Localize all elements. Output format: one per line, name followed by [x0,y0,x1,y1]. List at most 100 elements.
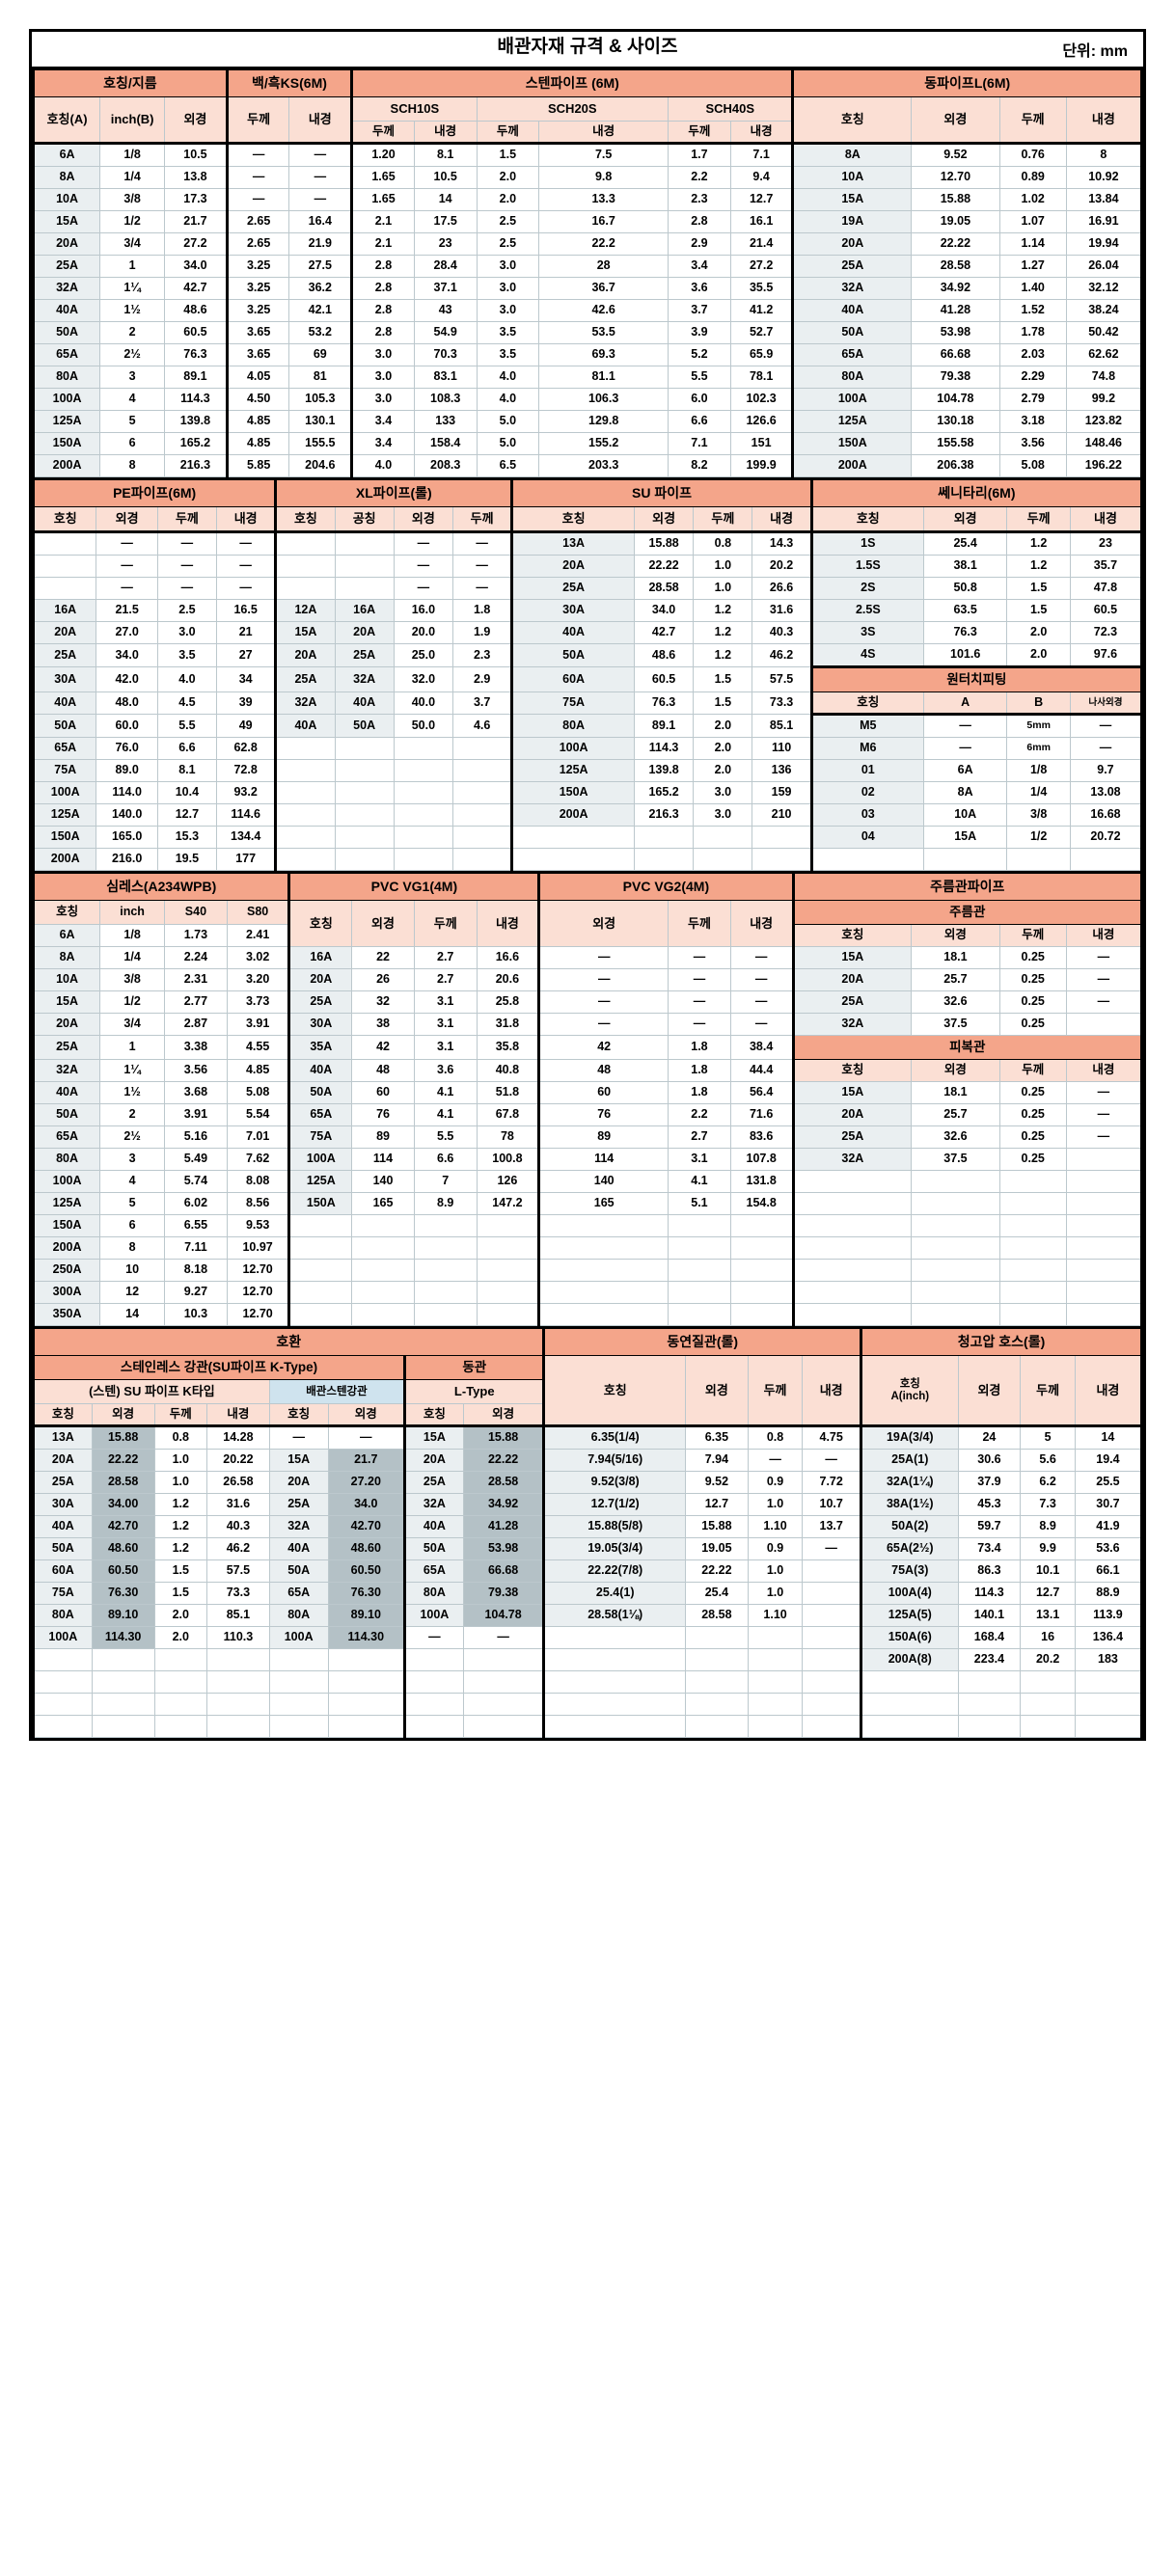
cell-ot-nominal: 03 [809,803,924,827]
col-vg1-id: 내경 [476,900,540,947]
cell-vg1-id: 20.6 [476,968,540,991]
cell-su-id: 136 [751,759,812,782]
cell-hose-id: 19.4 [1074,1449,1144,1472]
col-b4su-od: 외경 [91,1403,155,1426]
cell-su-id [751,826,812,849]
cell-dy-id [802,1559,862,1583]
cell-sch40s-thickness: 5.5 [668,366,731,389]
cell-empty [998,1170,1067,1193]
table-row: 10A 3/8 2.31 3.20 20A 26 2.7 20.6— — —20A 25.7 0.25… [31,968,1144,991]
cell-b4su-thickness [153,1648,207,1671]
cell-pe-id: — [216,530,277,556]
cell-vg1-thickness [413,1259,478,1282]
cell-hose-nominal: 125A(5) [860,1604,959,1627]
cell-dy-od [684,1693,749,1716]
cell-vg1-nominal: 65A [287,1103,353,1126]
cell-empty [911,1281,1000,1304]
cell-vg1-od: 89 [351,1125,415,1149]
block4-group-row: 호환 동연질관(롤) 청고압 호스(롤) [31,1326,1143,1356]
cell-dong-od: 34.92 [462,1493,545,1516]
cell-vg2-thickness: 2.7 [668,1125,731,1149]
cell-pe-nominal: 125A [31,803,97,827]
cell-jr-thickness: 0.25 [998,946,1067,969]
cell-dy-id: 10.7 [802,1493,862,1516]
cell-nominal-b: 4 [99,388,166,411]
cell-nominal-b: 3 [99,366,166,389]
cell-copper-id: 26.04 [1065,255,1144,278]
cell-ks-id: 27.5 [288,255,353,278]
cell-xl-thickness [451,737,513,760]
cell-su-id [751,848,812,871]
cell-xl-od [393,826,454,849]
cell-vg2-id [729,1214,794,1237]
cell-copper-od: 34.92 [911,277,1000,300]
table-row: 40A 1½ 48.6 3.25 42.1 2.8 43 3.0 42.6 3.7 41.2 40A 4… [31,299,1144,322]
cell-sch10s-id: 158.4 [413,432,478,455]
table-row: 25A 34.0 3.5 27 20A 25A 25.0 2.3 50A 48.6 1.2 46.2 4… [31,643,1144,667]
group-pvc-vg1: PVC VG1(4M) [287,871,540,901]
table-row: 40A 48.0 4.5 39 32A 40A 40.0 3.7 75A 76.3 1.5 73.3 호… [31,691,1144,715]
cell-su-thickness: 1.2 [693,599,753,622]
cell-ot-b: 6mm [1006,737,1071,760]
cell-vg1-nominal: 100A [287,1148,353,1171]
cell-pb-od: 37.5 [911,1148,1000,1171]
table-row: 200A 8 7.11 10.97 [31,1236,1144,1260]
cell-sani-thickness: 1.2 [1006,530,1071,556]
cell-od: 139.8 [164,410,228,433]
cell-sch20s-thickness: 6.5 [476,454,540,477]
cell-pb-od: 32.6 [911,1125,1000,1149]
cell-sch20s-thickness: 3.0 [476,299,540,322]
cell-dy-thickness: 1.0 [747,1582,804,1605]
cell-pb-id: — [1065,1125,1144,1149]
cell-vg2-thickness: — [668,946,731,969]
cell-sch40s-id: 78.1 [729,366,794,389]
cell-su-thickness: 0.8 [693,530,753,556]
cell-vg1-od: 38 [351,1013,415,1036]
cell-empty [791,1170,913,1193]
cell-dy-od [684,1648,749,1671]
cell-vg1-id: 31.8 [476,1013,540,1036]
table-row: 80A 3 5.49 7.62 100A 114 6.6 100.8 114 3.1 107.8 32… [31,1148,1144,1171]
cell-dong-od [462,1715,545,1738]
cell-sch40s-id: 35.5 [729,277,794,300]
cell-vg2-od: 42 [537,1035,669,1060]
block1-table: 호칭/지름 백/흑KS(6M) 스텐파이프 (6M) 동파이프L(6M) 호칭(… [31,69,1144,477]
cell-vg1-id: 100.8 [476,1148,540,1171]
cell-hose-nominal [860,1693,959,1716]
cell-vg2-thickness: 1.8 [668,1059,731,1082]
cell-sch40s-id: 27.2 [729,255,794,278]
cell-hose-id [1074,1715,1144,1738]
cell-dy-thickness [747,1648,804,1671]
cell-su-id: 26.6 [751,577,812,600]
cell-sani-od: 50.8 [922,577,1008,600]
cell-su-thickness: 3.0 [693,803,753,827]
cell-su-od [633,826,695,849]
cell-sl-inch: 1 [99,1035,166,1060]
cell-su-id: 85.1 [751,714,812,738]
cell-copper-thickness: 1.52 [998,299,1067,322]
cell-su-nominal: 200A [510,803,635,827]
cell-xl-od: 20.0 [393,621,454,644]
cell-ot-thread-od: 13.08 [1069,781,1144,804]
cell-pe-od: 42.0 [96,666,158,692]
cell-dy-od: 9.52 [684,1471,749,1494]
cell-dy-thickness [747,1693,804,1716]
cell-dy-thickness [747,1626,804,1649]
table-row: 80A 89.10 2.0 85.1 80A 89.10 100A 104.78 28.58(1… [32,1604,1144,1627]
col-vg1-thickness: 두께 [413,900,478,947]
table-row: — — — — —20A 22.22 1.0 20.2 1.5S 38.1 1.2 35.7 [31,555,1144,578]
cell-b4su-thickness: 1.5 [153,1582,207,1605]
cell-vg1-od: 42 [351,1035,415,1060]
cell-vg1-od: 26 [351,968,415,991]
cell-sl-nominal: 350A [31,1303,101,1326]
col-hose-nominal-l1: 호칭 [899,1377,920,1390]
cell-sch10s-thickness: 3.0 [350,366,415,389]
cell-b4su-id: 85.1 [205,1604,270,1627]
cell-sl-s40: 2.31 [164,968,228,991]
cell-hose-thickness [1020,1715,1076,1738]
cell-sl-s80: 12.70 [226,1303,290,1326]
cell-b4su-thickness [153,1670,207,1694]
cell-copper-id: 123.82 [1065,410,1144,433]
cell-pe-od: — [96,555,158,578]
col-pb-thickness: 두께 [998,1059,1067,1082]
